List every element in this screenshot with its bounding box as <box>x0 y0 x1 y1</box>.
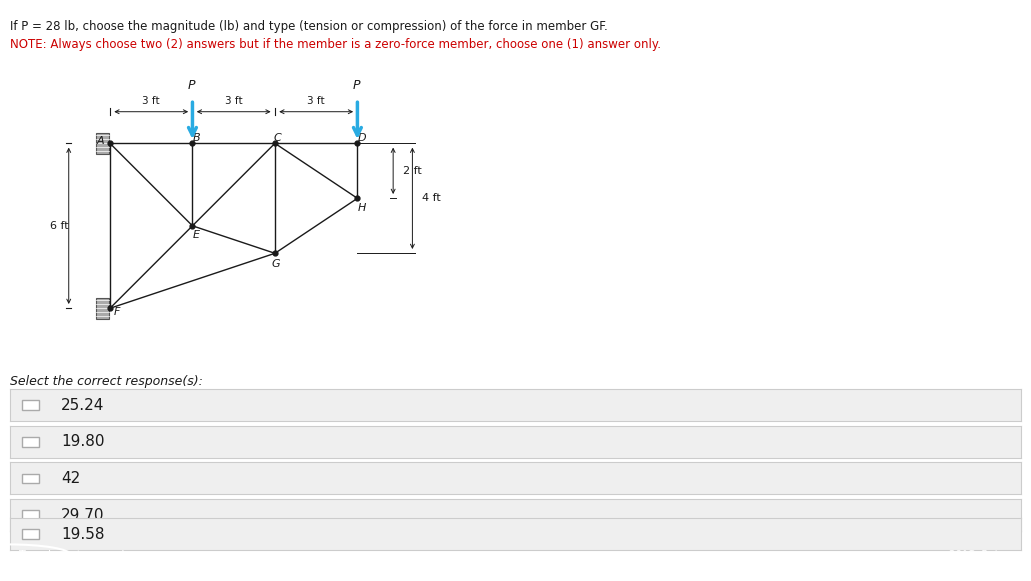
Bar <box>23 510 39 520</box>
Text: 29.70: 29.70 <box>61 508 104 522</box>
Text: 25.24: 25.24 <box>61 398 104 413</box>
Text: 2 ft: 2 ft <box>403 166 422 176</box>
Bar <box>96 133 108 153</box>
Bar <box>96 298 108 318</box>
Text: 19.58: 19.58 <box>61 527 104 541</box>
Text: 3 ft: 3 ft <box>142 96 160 106</box>
Text: D: D <box>357 133 366 143</box>
Bar <box>23 400 39 410</box>
Text: 3 ft: 3 ft <box>307 96 325 106</box>
Text: 42: 42 <box>61 471 80 486</box>
Text: C: C <box>274 133 281 143</box>
Text: H: H <box>358 203 366 213</box>
Text: F: F <box>113 307 120 317</box>
Text: NOTE: Always choose two (2) answers but if the member is a zero-force member, ch: NOTE: Always choose two (2) answers but … <box>10 38 661 51</box>
Text: P: P <box>353 80 360 92</box>
Text: Select the correct response(s):: Select the correct response(s): <box>10 375 203 388</box>
Text: 29°C  Rain  s: 29°C Rain s <box>950 550 1017 560</box>
Text: G: G <box>272 259 280 270</box>
Text: B: B <box>193 133 200 143</box>
Bar <box>23 529 39 539</box>
Text: 19.80: 19.80 <box>61 435 104 449</box>
Bar <box>23 474 39 483</box>
Text: Type here to search: Type here to search <box>19 550 129 560</box>
Text: 4 ft: 4 ft <box>422 193 441 203</box>
Text: If P = 28 lb, choose the magnitude (lb) and type (tension or compression) of the: If P = 28 lb, choose the magnitude (lb) … <box>10 20 608 33</box>
Text: P: P <box>188 80 195 92</box>
Text: 6 ft: 6 ft <box>49 221 68 231</box>
Text: 3 ft: 3 ft <box>225 96 242 106</box>
Text: A: A <box>97 135 104 146</box>
Bar <box>23 437 39 447</box>
Text: E: E <box>193 231 200 241</box>
